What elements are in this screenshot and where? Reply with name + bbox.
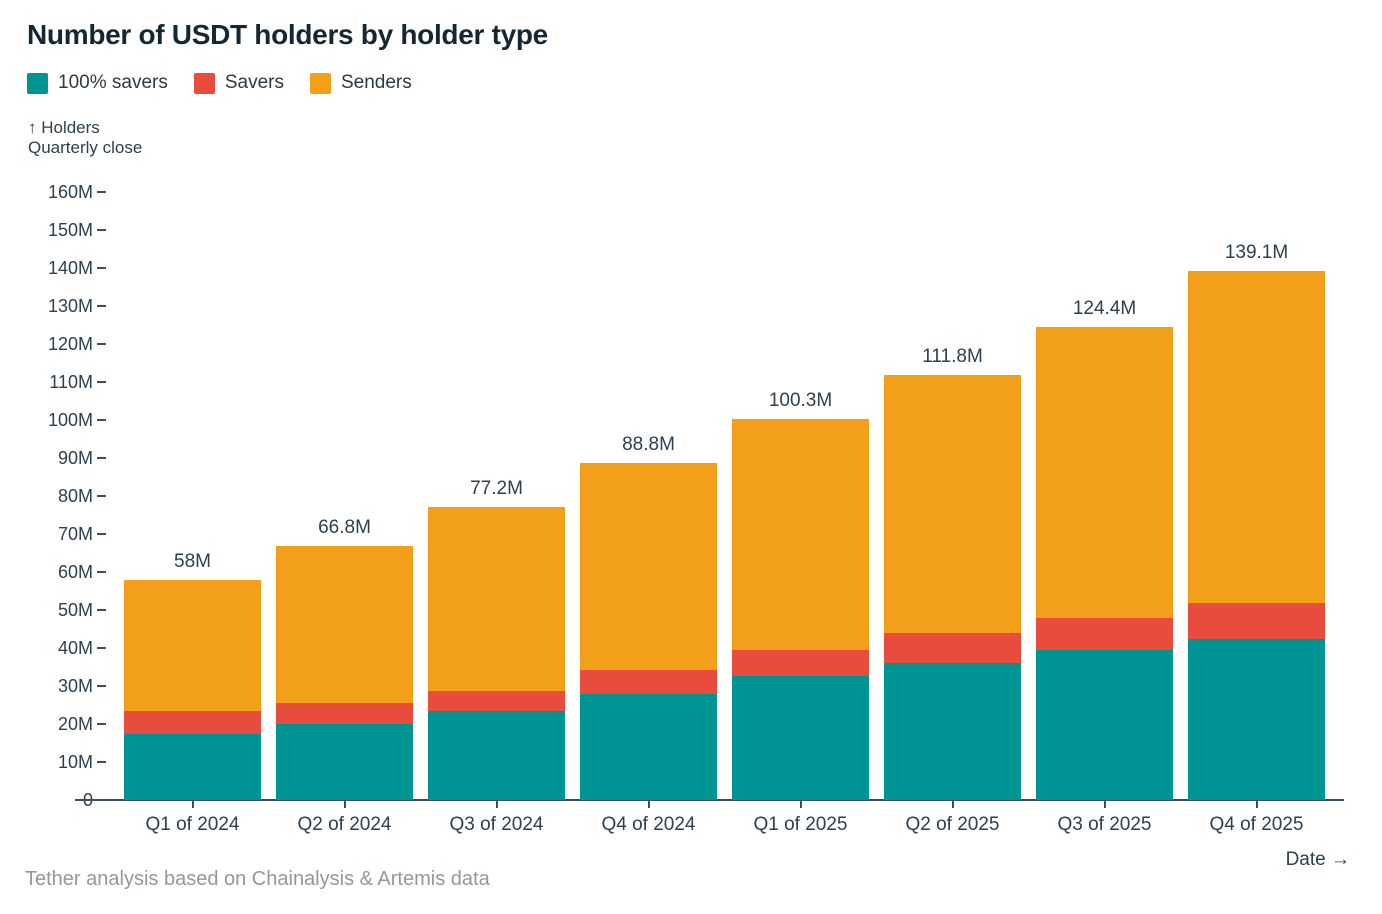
bar-segment-red xyxy=(732,649,869,677)
y-tick-label: 40M xyxy=(57,638,93,658)
x-axis-label: Q2 of 2025 xyxy=(905,814,1000,835)
y-tick-mark xyxy=(97,457,106,459)
y-tick-mark xyxy=(97,267,106,269)
bar-segment-red xyxy=(276,702,413,725)
y-tick-mark xyxy=(97,381,106,383)
y-tick-label: 140M xyxy=(47,258,93,278)
bar-segment-red xyxy=(1188,602,1325,639)
bar-segment-teal xyxy=(1036,649,1173,800)
chart-footnote: Tether analysis based on Chainalysis & A… xyxy=(25,868,490,890)
bar-segment-red xyxy=(124,710,261,735)
x-axis-caption: Date → xyxy=(1285,849,1350,870)
y-tick-mark xyxy=(97,533,106,535)
y-tick-mark xyxy=(97,761,106,763)
bar-total-label: 88.8M xyxy=(622,433,675,455)
y-tick-label: 160M xyxy=(47,182,93,202)
legend-item-savers: Savers xyxy=(193,72,284,94)
bar-segment-teal xyxy=(580,693,717,800)
bar-segment-orange xyxy=(580,462,717,671)
bar-segment-teal xyxy=(732,676,869,800)
x-axis-line xyxy=(75,799,1344,801)
legend-swatch-icon xyxy=(193,72,215,94)
y-axis-caption-line2: Quarterly close xyxy=(28,138,143,157)
x-tick-mark xyxy=(1103,801,1106,808)
y-tick-mark xyxy=(97,647,106,649)
y-tick-label: 60M xyxy=(57,562,93,582)
bar-total-label: 111.8M xyxy=(922,346,983,368)
y-tick-label: 30M xyxy=(57,676,93,696)
bar-segment-red xyxy=(1036,618,1173,650)
bar-total-label: 100.3M xyxy=(768,389,833,411)
y-tick-label: 110M xyxy=(49,372,93,392)
x-axis-label: Q1 of 2024 xyxy=(145,814,240,835)
y-tick-label: 90M xyxy=(57,448,93,468)
bar-segment-orange xyxy=(1188,271,1325,603)
legend-label: 100% savers xyxy=(58,72,168,93)
y-tick-label: 70M xyxy=(57,524,93,544)
y-tick-label: 100M xyxy=(47,410,93,430)
x-axis-label: Q1 of 2025 xyxy=(753,814,848,835)
y-tick-mark xyxy=(97,609,106,611)
x-axis-label: Q3 of 2024 xyxy=(449,814,544,835)
y-axis-caption-line1: ↑ Holders xyxy=(28,118,100,137)
x-axis-label: Q2 of 2024 xyxy=(297,814,392,835)
bar-segment-orange xyxy=(1036,327,1173,619)
bar-segment-teal xyxy=(884,663,1021,800)
bar-total-label: 139.1M xyxy=(1224,242,1289,264)
bar-total-label: 66.8M xyxy=(318,517,371,539)
y-tick-mark xyxy=(97,571,106,573)
x-axis-label: Q3 of 2025 xyxy=(1057,814,1152,835)
bar-segment-orange xyxy=(276,546,413,703)
bar-total-label: 58M xyxy=(174,550,211,572)
chart-legend: 100% savers Savers Senders xyxy=(27,72,412,94)
bar-segment-red xyxy=(884,632,1021,664)
y-tick-mark xyxy=(97,685,106,687)
x-tick-mark xyxy=(951,801,954,808)
bar-segment-orange xyxy=(124,579,261,711)
x-tick-mark xyxy=(191,801,194,808)
x-axis-label: Q4 of 2025 xyxy=(1209,814,1304,835)
legend-label: Savers xyxy=(224,72,284,93)
bar-segment-orange xyxy=(428,506,565,691)
bar-segment-teal xyxy=(276,724,413,800)
legend-item-senders: Senders xyxy=(309,72,412,94)
bar-segment-orange xyxy=(732,418,869,650)
bar-segment-teal xyxy=(428,711,565,800)
bar-segment-teal xyxy=(124,734,261,800)
y-tick-label: 80M xyxy=(57,486,93,506)
bar-segment-red xyxy=(580,670,717,694)
legend-swatch-icon xyxy=(309,72,331,94)
y-tick-mark xyxy=(97,723,106,725)
y-tick-label: 10M xyxy=(57,752,93,772)
x-tick-mark xyxy=(1255,801,1258,808)
x-tick-mark xyxy=(343,801,346,808)
y-tick-label: 130M xyxy=(47,296,93,316)
legend-swatch-icon xyxy=(27,72,48,94)
x-axis-label: Q4 of 2024 xyxy=(601,814,696,835)
y-tick-mark xyxy=(97,495,106,497)
legend-label: Senders xyxy=(340,72,412,93)
y-tick-mark xyxy=(97,343,106,345)
y-tick-mark xyxy=(97,419,106,421)
y-tick-mark xyxy=(97,305,106,307)
bar-segment-red xyxy=(428,690,565,712)
y-tick-mark xyxy=(97,191,106,193)
y-tick-label: 150M xyxy=(47,220,93,240)
bar-segment-orange xyxy=(884,375,1021,633)
x-tick-mark xyxy=(799,801,802,808)
bar-total-label: 77.2M xyxy=(470,477,523,499)
x-tick-mark xyxy=(495,801,498,808)
chart-title: Number of USDT holders by holder type xyxy=(27,19,548,50)
x-tick-mark xyxy=(647,801,650,808)
bar-segment-teal xyxy=(1188,638,1325,800)
y-tick-label: 50M xyxy=(57,600,93,620)
y-tick-mark xyxy=(97,229,106,231)
y-tick-label: 120M xyxy=(47,334,93,354)
y-axis-caption: ↑ Holders Quarterly close xyxy=(28,118,142,158)
bar-total-label: 124.4M xyxy=(1072,298,1137,320)
legend-item-100-savers: 100% savers xyxy=(27,72,168,94)
y-tick-label: 20M xyxy=(57,714,93,734)
